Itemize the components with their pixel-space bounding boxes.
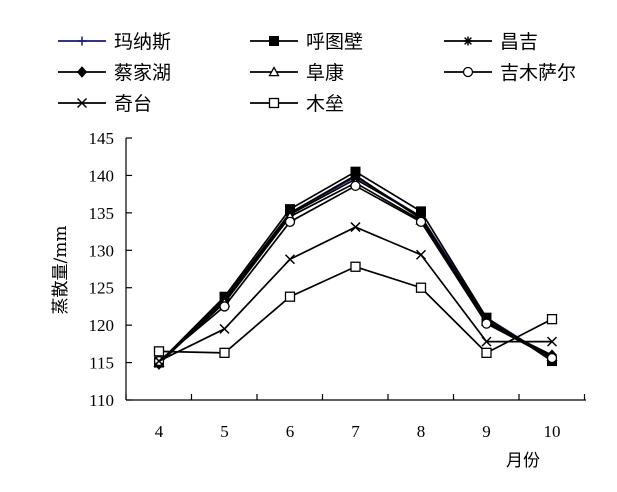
series-line: [158, 226, 552, 362]
legend-marker: [268, 66, 280, 77]
series-5: [153, 177, 558, 367]
legend-marker: [269, 36, 279, 46]
data-point: [415, 282, 427, 293]
y-tick-label: 120: [89, 316, 115, 335]
y-tick-label: 140: [89, 166, 115, 185]
legend-label: 昌吉: [500, 31, 538, 53]
data-point: [284, 254, 296, 265]
data-point: [153, 356, 165, 367]
data-point: [481, 318, 492, 329]
series-lines: [153, 166, 558, 370]
series-line: [158, 181, 553, 364]
legend-marker: [268, 97, 280, 109]
data-point: [284, 291, 296, 302]
legend-label: 奇台: [114, 93, 152, 115]
data-point: [219, 323, 230, 334]
axes: [125, 138, 586, 401]
x-ticks: 4 5 6 7 8 9 10: [125, 394, 586, 441]
legend-item: 木垒: [250, 93, 344, 115]
legend-marker: [463, 36, 473, 46]
y-tick-label: 115: [89, 354, 114, 373]
legend-marker: [76, 97, 88, 109]
y-tick-label: 145: [89, 129, 115, 148]
data-point: [219, 301, 230, 312]
x-tick-label: 5: [220, 422, 229, 441]
legend-label: 玛纳斯: [114, 31, 171, 53]
x-tick-label: 10: [544, 422, 561, 441]
data-point: [546, 336, 558, 347]
y-ticks: 110 115 120 125 130 135 140 145: [89, 129, 132, 410]
legend-item: 呼图壁: [250, 31, 363, 53]
data-point: [481, 336, 492, 347]
series-7: [153, 222, 558, 367]
x-tick-label: 8: [417, 422, 426, 441]
y-tick-label: 130: [89, 241, 115, 260]
data-point: [350, 261, 361, 272]
x-tick-label: 4: [155, 422, 164, 441]
data-point: [415, 249, 427, 260]
x-tick-label: 6: [286, 422, 295, 441]
legend-item: 奇台: [58, 93, 152, 115]
data-point: [481, 347, 492, 358]
data-point: [284, 216, 296, 227]
legend-item: 阜康: [250, 62, 344, 84]
x-axis-title: 月份: [506, 451, 540, 471]
legend-label: 蔡家湖: [114, 62, 171, 84]
data-point: [350, 222, 361, 233]
legend-marker: [77, 36, 87, 46]
legend-item: 蔡家湖: [58, 62, 171, 84]
legend-label: 呼图壁: [306, 31, 363, 53]
y-tick-label: 110: [89, 391, 114, 410]
data-point: [153, 346, 165, 357]
data-point: [546, 352, 558, 364]
legend-label: 吉木萨尔: [500, 62, 576, 84]
legend-item: 玛纳斯: [58, 31, 171, 53]
data-point: [219, 347, 230, 358]
x-tick-label: 9: [482, 422, 491, 441]
data-point: [415, 216, 427, 227]
legend-item: 吉木萨尔: [444, 62, 576, 84]
data-point: [546, 314, 558, 325]
series-line: [158, 184, 553, 362]
data-point: [350, 180, 361, 192]
legend-marker: [462, 66, 474, 78]
series-8: [153, 261, 558, 358]
series-6: [153, 180, 558, 367]
y-tick-label: 125: [89, 279, 115, 298]
y-axis-title: 蒸散量/mm: [51, 226, 71, 315]
legend-item: 昌吉: [444, 31, 538, 53]
legend-label: 木垒: [306, 93, 344, 115]
legend-marker: [76, 66, 88, 78]
legend-label: 阜康: [306, 62, 344, 84]
x-tick-label: 7: [351, 422, 360, 441]
y-tick-label: 135: [89, 204, 115, 223]
